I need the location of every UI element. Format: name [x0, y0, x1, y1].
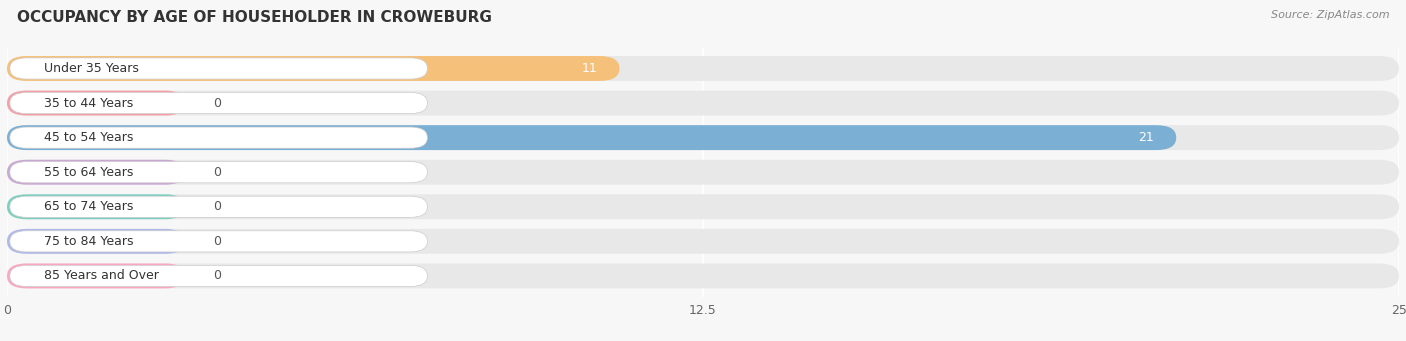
FancyBboxPatch shape: [7, 160, 186, 185]
Text: Source: ZipAtlas.com: Source: ZipAtlas.com: [1271, 10, 1389, 20]
FancyBboxPatch shape: [7, 264, 186, 288]
Text: 45 to 54 Years: 45 to 54 Years: [44, 131, 134, 144]
FancyBboxPatch shape: [7, 91, 186, 116]
FancyBboxPatch shape: [10, 162, 427, 183]
FancyBboxPatch shape: [10, 58, 427, 79]
Text: 0: 0: [214, 200, 221, 213]
FancyBboxPatch shape: [10, 231, 427, 252]
FancyBboxPatch shape: [10, 265, 427, 286]
FancyBboxPatch shape: [10, 196, 427, 217]
FancyBboxPatch shape: [7, 125, 1177, 150]
Text: Under 35 Years: Under 35 Years: [44, 62, 139, 75]
Text: 75 to 84 Years: 75 to 84 Years: [44, 235, 134, 248]
Text: 0: 0: [214, 97, 221, 109]
FancyBboxPatch shape: [7, 229, 1399, 254]
Text: 55 to 64 Years: 55 to 64 Years: [44, 166, 134, 179]
FancyBboxPatch shape: [7, 229, 186, 254]
Text: 21: 21: [1139, 131, 1154, 144]
FancyBboxPatch shape: [7, 194, 1399, 219]
FancyBboxPatch shape: [10, 127, 427, 148]
Text: 85 Years and Over: 85 Years and Over: [44, 269, 159, 282]
FancyBboxPatch shape: [10, 92, 427, 114]
Text: OCCUPANCY BY AGE OF HOUSEHOLDER IN CROWEBURG: OCCUPANCY BY AGE OF HOUSEHOLDER IN CROWE…: [17, 10, 492, 25]
FancyBboxPatch shape: [7, 56, 620, 81]
FancyBboxPatch shape: [7, 194, 186, 219]
Text: 0: 0: [214, 269, 221, 282]
FancyBboxPatch shape: [7, 56, 1399, 81]
Text: 11: 11: [582, 62, 598, 75]
Text: 65 to 74 Years: 65 to 74 Years: [44, 200, 134, 213]
FancyBboxPatch shape: [7, 264, 1399, 288]
Text: 35 to 44 Years: 35 to 44 Years: [44, 97, 134, 109]
Text: 0: 0: [214, 235, 221, 248]
FancyBboxPatch shape: [7, 91, 1399, 116]
FancyBboxPatch shape: [7, 160, 1399, 185]
FancyBboxPatch shape: [7, 125, 1399, 150]
Text: 0: 0: [214, 166, 221, 179]
